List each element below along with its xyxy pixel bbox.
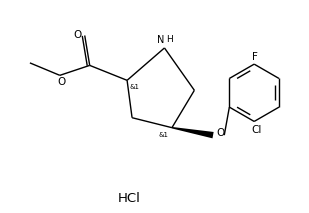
Text: F: F <box>252 52 258 62</box>
Text: &1: &1 <box>158 132 168 138</box>
Text: HCl: HCl <box>118 192 141 205</box>
Text: &1: &1 <box>129 84 140 90</box>
Text: N: N <box>157 35 164 45</box>
Text: O: O <box>74 30 82 40</box>
Text: Cl: Cl <box>251 125 261 135</box>
Text: O: O <box>216 128 224 138</box>
Polygon shape <box>172 127 214 138</box>
Text: H: H <box>167 36 173 45</box>
Text: O: O <box>57 77 65 87</box>
